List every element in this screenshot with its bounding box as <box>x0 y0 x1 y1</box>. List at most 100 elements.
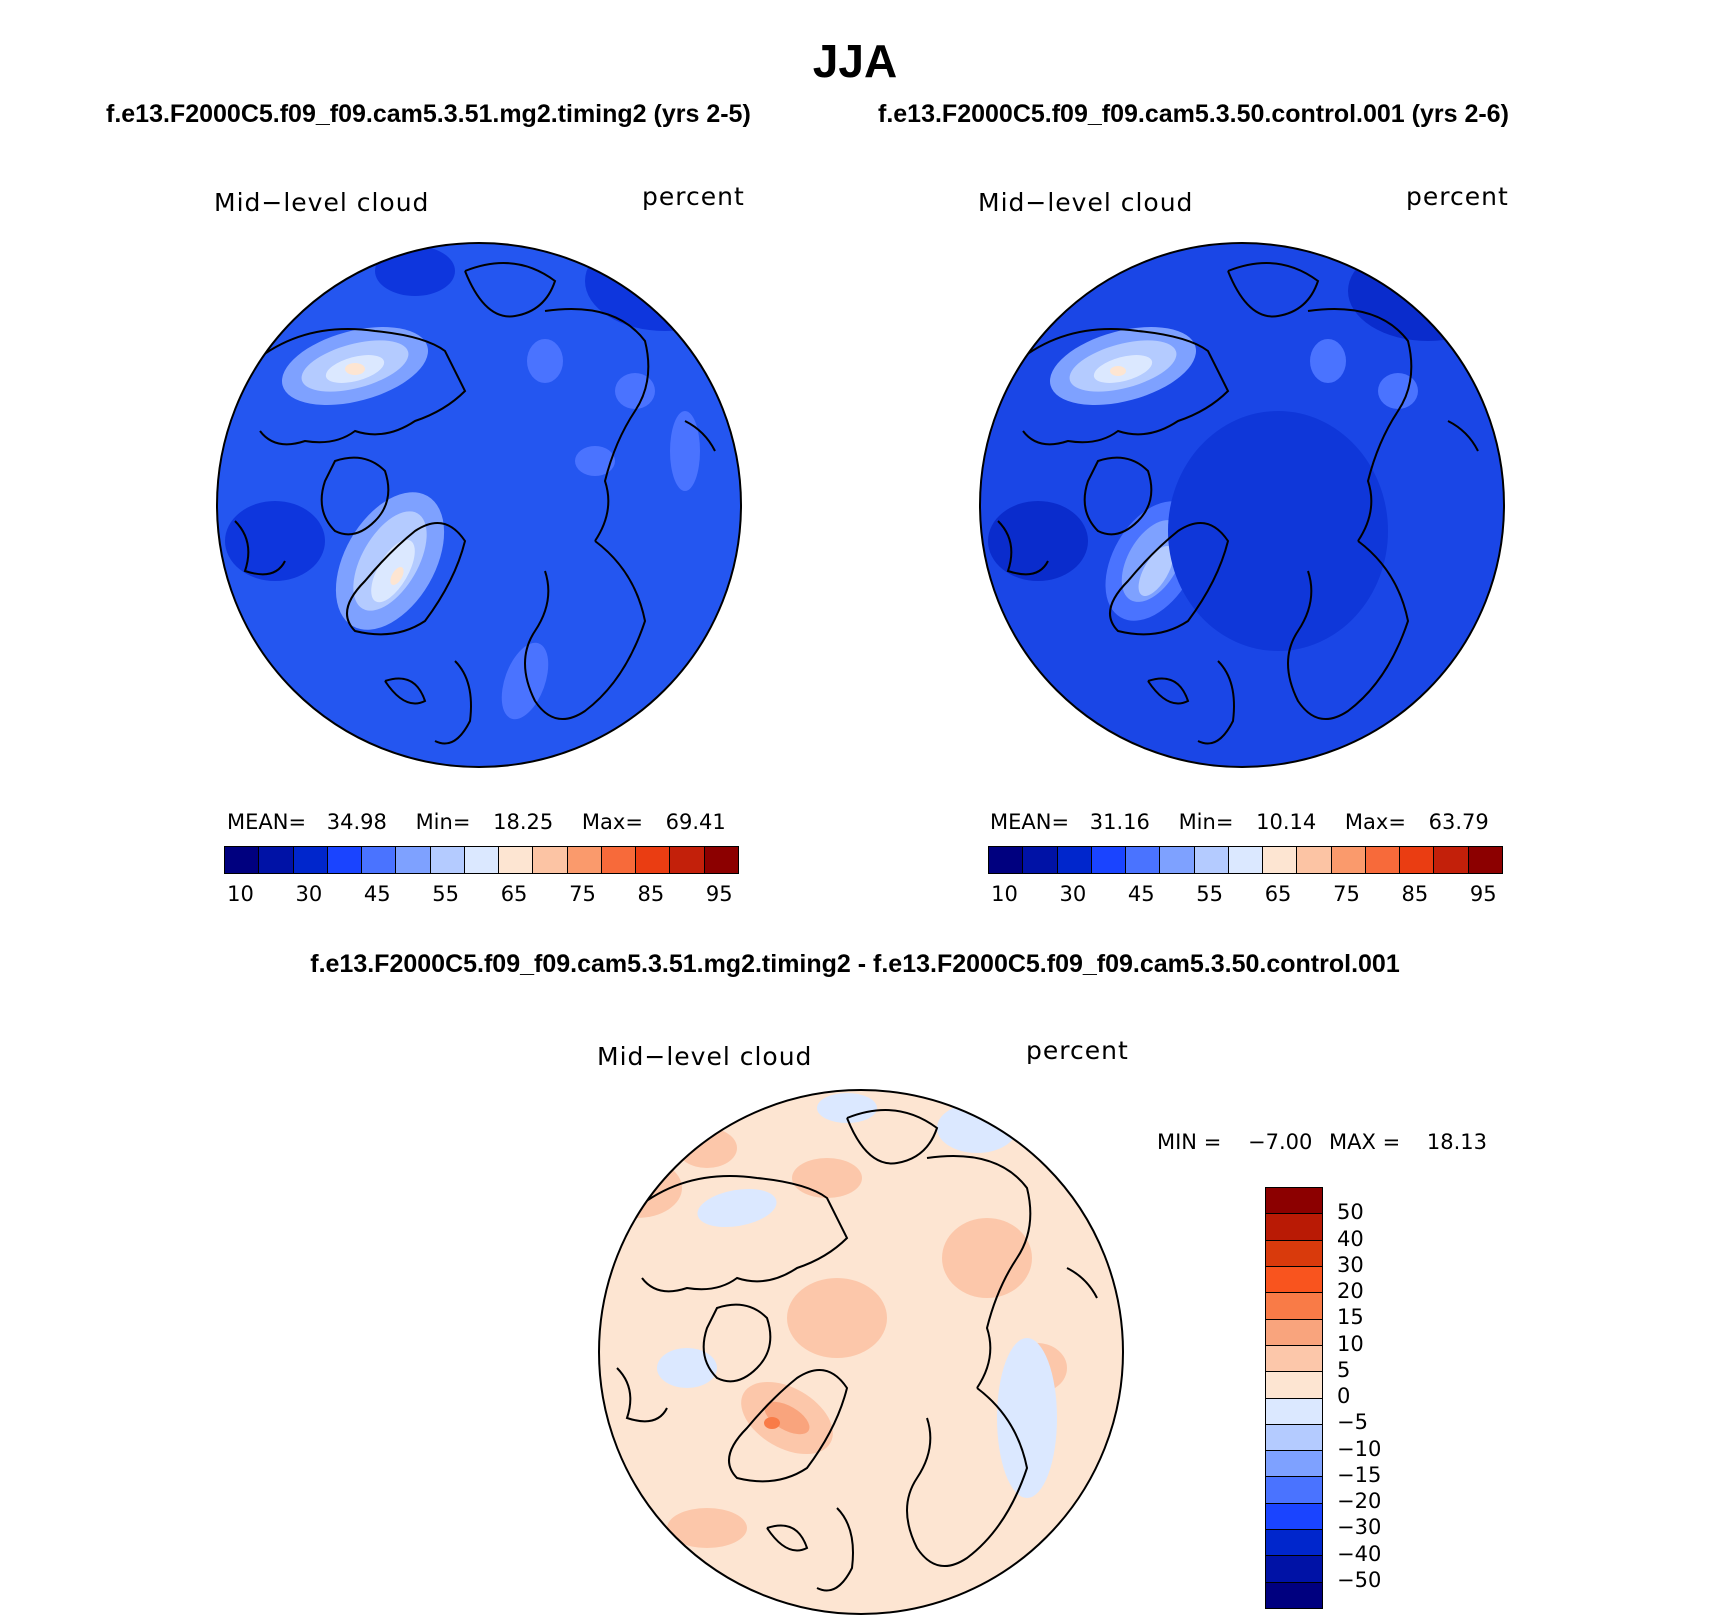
coastline <box>1227 262 1320 318</box>
colorbar-swatch <box>1434 847 1469 873</box>
colorbar-tick-label: 45 <box>1127 882 1155 906</box>
colorbar-swatch <box>1266 1319 1322 1346</box>
page-title: JJA <box>812 35 898 87</box>
coastline <box>846 1109 939 1165</box>
contour-region <box>764 1417 780 1429</box>
colorbar-tick-label: 10 <box>1337 1331 1364 1356</box>
colorbar-swatch <box>1160 847 1195 873</box>
units-label-left: percent <box>642 182 745 211</box>
colorbar-tick-label: 85 <box>637 882 665 906</box>
max-label: Max= <box>581 810 643 834</box>
contour-region <box>1310 339 1346 383</box>
colorbar-tick-label: 30 <box>295 882 323 906</box>
colorbar-tick-label: 75 <box>569 882 596 906</box>
colorbar-swatch <box>1266 1345 1322 1373</box>
colorbar-swatch <box>1331 847 1366 873</box>
coastline <box>728 1369 849 1483</box>
colorbar-tick-label: 10 <box>991 882 1018 906</box>
colorbar-left <box>224 846 739 874</box>
colorbar-swatch <box>1266 1582 1322 1608</box>
contour-region <box>527 339 563 383</box>
case-title-left: f.e13.F2000C5.f09_f09.cam5.3.51.mg2.timi… <box>106 100 751 128</box>
contour-region <box>764 1401 810 1435</box>
max-label: Max= <box>1344 810 1406 834</box>
colorbar-swatch <box>1266 1372 1322 1399</box>
max-label: MAX = <box>1329 1130 1401 1154</box>
contour-region <box>787 1278 887 1358</box>
coastline <box>816 1507 854 1592</box>
colorbar-swatch <box>259 847 294 873</box>
colorbar-tick-label: 40 <box>1337 1226 1364 1251</box>
colorbar-swatch <box>704 847 738 873</box>
coastline <box>1307 308 1413 542</box>
contour-region <box>657 1348 717 1388</box>
contour-region <box>585 243 741 331</box>
colorbar-swatch <box>1468 847 1502 873</box>
coastline <box>906 1387 1029 1567</box>
colorbar-swatch <box>1297 847 1332 873</box>
coastline <box>1287 540 1410 720</box>
colorbar-swatch <box>1263 847 1298 873</box>
colorbar-tick-label: −5 <box>1337 1410 1368 1435</box>
polar-map-right <box>979 242 1505 768</box>
colorbar-tick-label: 85 <box>1401 882 1429 906</box>
contour-region <box>988 501 1088 581</box>
map-border <box>216 242 742 768</box>
max-value: 18.13 <box>1426 1130 1487 1154</box>
colorbar-right <box>988 846 1503 874</box>
colorbar-swatch <box>1266 1477 1322 1504</box>
colorbar-swatch <box>1266 1451 1322 1478</box>
colorbar-difference <box>1265 1187 1323 1609</box>
colorbar-swatch <box>670 847 705 873</box>
colorbar-tick-label: −15 <box>1337 1462 1382 1487</box>
contour-region <box>1348 243 1504 341</box>
colorbar-swatch <box>567 847 602 873</box>
coastline <box>1109 522 1230 636</box>
coastline <box>1083 456 1153 536</box>
contour-region <box>375 246 455 296</box>
stats-right: MEAN= 31.16 Min= 10.14 Max= 63.79 <box>990 810 1489 834</box>
contour-region <box>792 1158 862 1198</box>
contour-region <box>670 411 700 491</box>
polar-map-left <box>216 242 742 768</box>
coastline <box>926 1155 1032 1389</box>
coastline <box>766 1524 809 1552</box>
contour-region <box>667 1508 747 1548</box>
colorbar-swatch <box>1400 847 1435 873</box>
coastline <box>464 262 557 318</box>
colorbar-swatch <box>1023 847 1058 873</box>
stats-left: MEAN= 34.98 Min= 18.25 Max= 69.41 <box>227 810 726 834</box>
colorbar-swatch <box>1057 847 1092 873</box>
colorbar-swatch <box>464 847 500 873</box>
colorbar-swatch <box>1266 1530 1322 1557</box>
colorbar-tick-label: −20 <box>1337 1489 1382 1513</box>
mean-label: MEAN= <box>990 810 1070 834</box>
contour-region <box>997 1338 1057 1498</box>
mean-value: 34.98 <box>326 810 387 834</box>
colorbar-swatch <box>1266 1240 1322 1267</box>
min-value: −7.00 <box>1247 1130 1313 1154</box>
colorbar-tick-label: 95 <box>705 882 733 906</box>
colorbar-swatch <box>1266 1503 1322 1531</box>
contour-region <box>390 566 404 586</box>
colorbar-tick-label: −30 <box>1337 1515 1382 1540</box>
polar-map-difference <box>598 1089 1124 1615</box>
contour-region <box>942 1218 1032 1298</box>
coastline <box>1017 328 1230 446</box>
coastline <box>346 522 467 636</box>
colorbar-swatch <box>989 847 1024 873</box>
contour-region <box>677 1128 737 1168</box>
colorbar-swatch <box>1091 847 1127 873</box>
variable-label-left: Mid−level cloud <box>214 188 430 217</box>
contour-region <box>615 373 655 409</box>
contour-region <box>501 642 549 720</box>
variable-label-diff: Mid−level cloud <box>597 1042 813 1071</box>
coastline <box>1447 420 1479 452</box>
min-value: 10.14 <box>1256 810 1317 834</box>
colorbar-tick-label: −40 <box>1337 1541 1382 1566</box>
colorbar-tick-label: 15 <box>1337 1305 1364 1330</box>
colorbar-tick-label: 0 <box>1337 1384 1351 1408</box>
colorbar-swatch <box>1266 1556 1322 1583</box>
mean-value: 31.16 <box>1089 810 1150 834</box>
colorbar-swatch <box>327 847 363 873</box>
